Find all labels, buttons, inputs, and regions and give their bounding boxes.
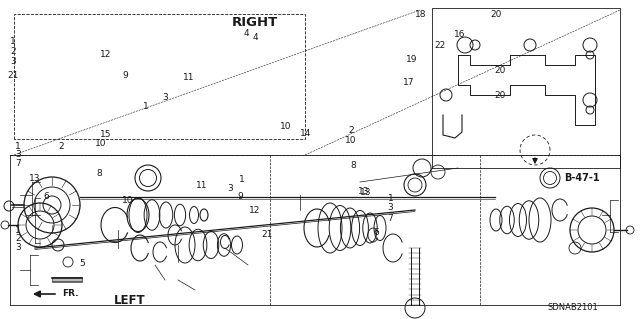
- Text: B-47-1: B-47-1: [564, 173, 600, 183]
- Text: 8: 8: [351, 161, 356, 170]
- Text: 1: 1: [388, 194, 393, 203]
- Text: 12: 12: [249, 206, 260, 215]
- Text: 15: 15: [100, 130, 111, 139]
- Text: 13: 13: [358, 187, 369, 196]
- Text: 5: 5: [79, 259, 84, 268]
- Text: 18: 18: [415, 10, 427, 19]
- Text: 10: 10: [280, 122, 292, 131]
- Text: 3: 3: [15, 150, 20, 159]
- Text: 4: 4: [252, 33, 258, 42]
- Text: 13: 13: [360, 188, 372, 197]
- Text: 14: 14: [300, 129, 312, 138]
- Text: 20: 20: [495, 66, 506, 75]
- Polygon shape: [52, 277, 82, 282]
- Text: 2: 2: [10, 47, 15, 56]
- Text: 3: 3: [228, 184, 233, 193]
- Text: 3: 3: [163, 93, 168, 102]
- Text: 3: 3: [15, 243, 20, 252]
- Text: 11: 11: [196, 181, 207, 189]
- Text: 1: 1: [239, 175, 244, 184]
- Text: 17: 17: [403, 78, 414, 87]
- Text: 2: 2: [58, 142, 63, 151]
- Text: 1: 1: [143, 102, 148, 111]
- Text: 3: 3: [388, 204, 393, 212]
- Text: 1: 1: [15, 226, 20, 235]
- Text: 21: 21: [7, 71, 19, 80]
- Text: 10: 10: [95, 139, 107, 148]
- Text: 20: 20: [490, 11, 502, 19]
- Text: 4: 4: [244, 29, 249, 38]
- Text: 11: 11: [183, 73, 195, 82]
- Text: 3: 3: [10, 57, 15, 66]
- Text: 10: 10: [345, 137, 356, 145]
- Text: RIGHT: RIGHT: [232, 16, 278, 28]
- Text: 13: 13: [29, 174, 41, 183]
- Text: 9: 9: [237, 192, 243, 201]
- Text: 20: 20: [495, 91, 506, 100]
- Text: 8: 8: [97, 169, 102, 178]
- Text: 6: 6: [44, 192, 49, 201]
- Text: 2: 2: [15, 234, 20, 243]
- Text: 10: 10: [122, 196, 134, 205]
- Text: 6: 6: [374, 228, 379, 237]
- Text: LEFT: LEFT: [114, 293, 146, 307]
- Text: 1: 1: [15, 142, 20, 151]
- Text: 7: 7: [15, 159, 20, 168]
- Text: 9: 9: [122, 71, 127, 80]
- Text: 1: 1: [10, 37, 15, 46]
- Text: SDNAB2101: SDNAB2101: [548, 303, 599, 313]
- Text: 7: 7: [388, 214, 393, 223]
- Text: FR.: FR.: [62, 288, 79, 298]
- Text: 16: 16: [454, 30, 465, 39]
- Text: 2: 2: [348, 126, 353, 135]
- Text: 22: 22: [434, 41, 445, 50]
- Text: 19: 19: [406, 56, 417, 64]
- Text: 12: 12: [100, 50, 111, 59]
- Text: 21: 21: [262, 230, 273, 239]
